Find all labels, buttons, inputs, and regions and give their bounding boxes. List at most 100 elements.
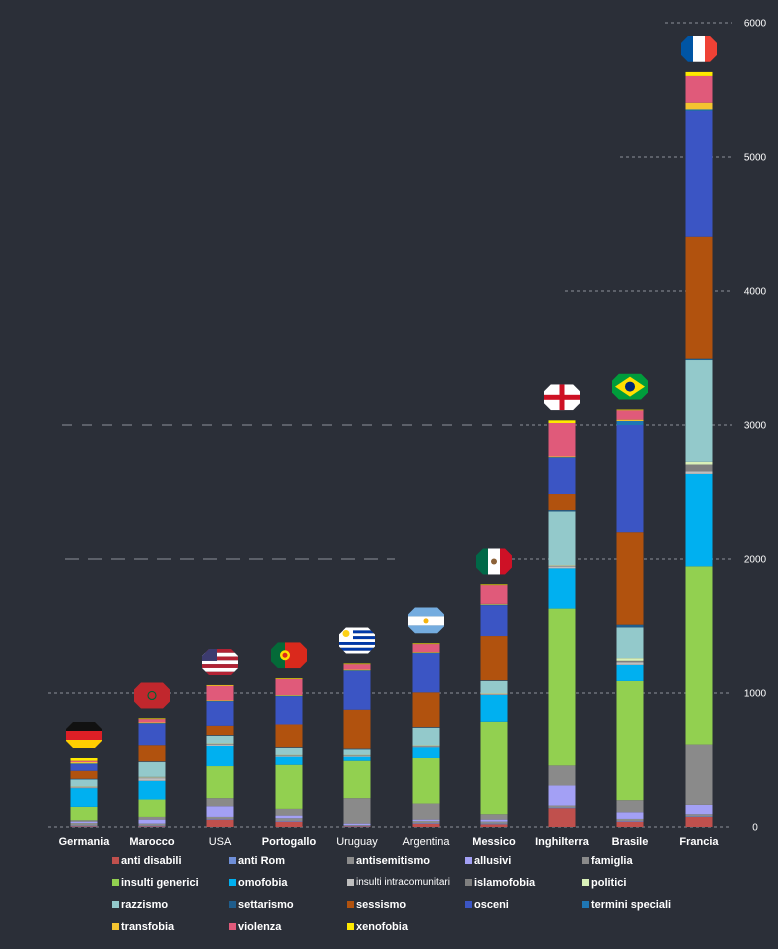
legend-label: osceni [474, 898, 509, 911]
bar-segment [412, 823, 440, 827]
bar-segment [275, 818, 303, 821]
legend-item: xenofobia [347, 919, 465, 934]
bar-segment [616, 660, 644, 663]
bar-segment [343, 754, 371, 756]
bar-segment [616, 624, 644, 628]
brazil-flag-icon [612, 373, 648, 400]
bar-segment [343, 709, 371, 749]
bar-segment [616, 658, 644, 661]
bar-segment [138, 745, 166, 762]
bar-segment [480, 814, 508, 820]
bar-segment [275, 755, 303, 756]
legend-swatch [229, 923, 236, 930]
bar-segment [70, 764, 98, 771]
bar-segment [616, 662, 644, 665]
bar-segment [275, 695, 303, 696]
bar-segment [548, 566, 576, 569]
bar-segment [480, 603, 508, 605]
legend-label: razzismo [121, 898, 169, 911]
legend-label: famiglia [591, 854, 633, 867]
bar-segment [206, 806, 234, 817]
x-tick-label: Brasile [612, 836, 649, 848]
bar-segment [275, 756, 303, 765]
bar-segment [206, 745, 234, 767]
legend-item: razzismo [112, 897, 229, 912]
y-tick-label: 4000 [744, 287, 767, 298]
bar-segment [206, 816, 234, 819]
bar-segment [275, 678, 303, 696]
bar-segment [548, 457, 576, 495]
bar-segment [548, 565, 576, 566]
bar-segment [138, 823, 166, 826]
bar-segment [616, 818, 644, 821]
bar-segment [412, 757, 440, 804]
x-tick-label: Inghilterra [535, 836, 590, 848]
bar-segment [685, 814, 713, 817]
bar-segment [275, 695, 303, 697]
legend-label: anti disabili [121, 854, 182, 867]
bar-segment [480, 680, 508, 693]
bar-segment [70, 822, 98, 826]
country-flags [66, 35, 717, 748]
bar-segment [685, 360, 713, 462]
bar-segment [685, 816, 713, 817]
legend-swatch [465, 879, 472, 886]
stacked-bar-chart: 0 1000 2000 3000 4000 5000 6000 Germania Marocc… [48, 19, 767, 848]
bar-segment [138, 777, 166, 779]
bar-segment [138, 780, 166, 800]
bar-segment [206, 766, 234, 799]
legend-label: insulti intracomunitari [356, 877, 450, 888]
legend-label: allusivi [474, 854, 512, 867]
legend-item: osceni [465, 897, 582, 912]
legend-label: sessismo [356, 898, 407, 911]
legend-item: famiglia [582, 853, 712, 868]
legend-item: politici [582, 875, 712, 890]
bar-segment [70, 786, 98, 788]
legend-swatch [229, 879, 236, 886]
bar-segment [616, 812, 644, 819]
bar-segment [206, 744, 234, 746]
legend-swatch [582, 857, 589, 864]
bar-segment [548, 494, 576, 511]
bar-segment [70, 820, 98, 822]
y-tick-label: 6000 [744, 19, 767, 30]
legend-swatch [347, 879, 354, 886]
germany-flag-icon [66, 721, 102, 748]
bar-segment [138, 776, 166, 778]
bar-segment [412, 727, 440, 728]
legend-swatch [112, 879, 119, 886]
x-tick-label: Francia [679, 836, 719, 848]
bar-segment [685, 816, 713, 827]
legend-swatch [229, 857, 236, 864]
bar-segment [206, 735, 234, 744]
legend-label: omofobia [238, 876, 288, 889]
bar-segment [412, 692, 440, 728]
x-tick-label: Marocco [129, 836, 175, 848]
bar-segment [70, 821, 98, 823]
legend-item: termini speciali [582, 897, 712, 912]
bar-segment [138, 762, 166, 777]
legend-label: islamofobia [474, 876, 536, 889]
bar-segment [138, 722, 166, 724]
bar-segment [616, 664, 644, 681]
bar-segment [616, 532, 644, 625]
bar-segment [343, 755, 371, 756]
bar-segment [343, 825, 371, 827]
bar-segment [480, 605, 508, 637]
bar-segment [138, 723, 166, 746]
bar-segment [685, 75, 713, 103]
bar-segment [548, 420, 576, 423]
bar-segment [480, 585, 508, 604]
bar-segment [480, 693, 508, 694]
bar-segment [480, 824, 508, 827]
bar-segment [275, 815, 303, 819]
legend-label: transfobia [121, 920, 175, 933]
bar-segment [70, 787, 98, 789]
bar-segment [685, 464, 713, 472]
bar-segment [206, 701, 234, 726]
bar-segment [343, 760, 371, 799]
legend-label: insulti generici [121, 876, 199, 889]
legend-item: islamofobia [465, 875, 582, 890]
bar-segment [343, 670, 371, 671]
bar-segment [412, 747, 440, 758]
